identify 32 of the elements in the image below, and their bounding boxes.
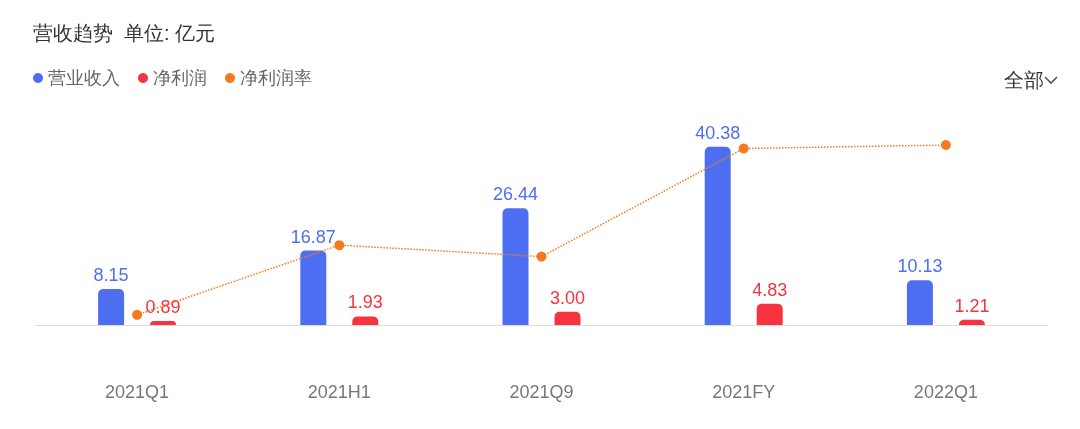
x-tick-label: 2022Q1	[913, 382, 978, 402]
bar	[704, 146, 731, 325]
data-label: 1.93	[347, 292, 383, 313]
data-label: 3.00	[549, 287, 586, 308]
point	[536, 251, 547, 262]
bar	[502, 208, 529, 325]
text: 全部	[1004, 69, 1044, 91]
bar	[906, 280, 933, 325]
x-tick-label: 2021Q1	[105, 382, 170, 402]
x-tick-label: 2021H1	[307, 382, 371, 402]
data-label: 1.21	[954, 295, 990, 316]
point	[132, 309, 143, 320]
data-label: 10.13	[897, 256, 943, 277]
bar	[554, 311, 581, 325]
bar	[756, 303, 783, 325]
point	[940, 140, 951, 150]
bar	[300, 250, 327, 325]
data-label: 26.44	[492, 184, 539, 205]
x-tick-label: 2021FY	[712, 382, 776, 402]
legend-label: 营业收入	[48, 68, 120, 88]
data-label: 16.87	[290, 226, 336, 247]
x-tick-label: 2021Q9	[509, 382, 574, 402]
data-label: 4.83	[752, 279, 788, 300]
bar	[98, 289, 125, 325]
chart-title: 营收趋势 单位: 亿元	[33, 22, 216, 44]
legend-label: 净利润率	[240, 68, 312, 88]
data-label: 40.38	[695, 122, 741, 143]
point	[738, 143, 749, 154]
legend-label: 净利润	[153, 68, 207, 88]
bar	[352, 316, 379, 325]
data-label: 8.15	[93, 265, 129, 286]
point	[334, 240, 345, 251]
